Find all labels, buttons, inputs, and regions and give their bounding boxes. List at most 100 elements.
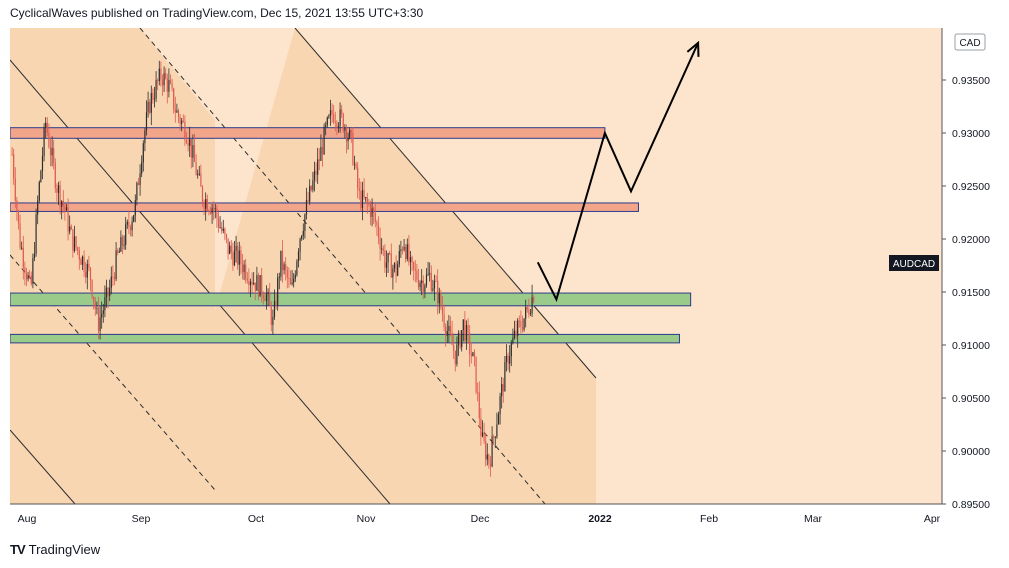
resistance-zone-0[interactable] (10, 127, 606, 139)
candle-body (358, 188, 360, 191)
candle-body (299, 238, 301, 252)
candle-body (510, 343, 512, 357)
candle-body (443, 314, 445, 327)
y-tick-label: 0.92500 (952, 181, 990, 193)
candle-body (264, 298, 266, 301)
y-tick-label: 0.93000 (952, 128, 990, 140)
candle-body (142, 143, 144, 163)
candle-body (56, 188, 58, 193)
candle-body (310, 186, 312, 190)
candle-body (168, 80, 170, 92)
candle-body (72, 229, 74, 251)
candle-body (261, 275, 263, 295)
candle-body (483, 432, 485, 442)
candle-body (241, 264, 244, 273)
x-tick-label: 2022 (588, 513, 612, 525)
candle-body (49, 146, 52, 156)
candle-body (350, 130, 352, 133)
candle-body (165, 73, 167, 79)
candle-body (206, 199, 208, 211)
projection-arrow-head[interactable] (686, 40, 700, 57)
resistance-zone-1[interactable] (10, 202, 639, 212)
candle-body (403, 246, 405, 250)
candle-body (107, 287, 109, 297)
candle-body (35, 214, 37, 254)
candle-body (57, 185, 60, 193)
candle-body (275, 300, 277, 306)
candle-body (377, 225, 380, 238)
candle-body (117, 250, 119, 253)
candle-body (198, 173, 200, 175)
candle-body (457, 333, 460, 345)
candle-body (321, 146, 324, 155)
candle-body (187, 142, 189, 146)
channel-line-bottom[interactable] (10, 429, 76, 504)
projection-arrow-path[interactable] (536, 42, 700, 303)
candle-body (414, 269, 416, 271)
candle-body (307, 199, 309, 202)
candle-body (504, 361, 506, 392)
candle-body (309, 186, 311, 202)
candle-body (283, 264, 285, 271)
candle-body (99, 317, 101, 331)
symbol-price-tag[interactable]: AUDCAD (889, 255, 939, 271)
candle-body (190, 139, 192, 158)
candle-body (341, 109, 343, 115)
support-zone-2[interactable] (10, 292, 692, 307)
candle-body (481, 432, 484, 437)
candle-body (150, 93, 152, 113)
candle-body (497, 414, 500, 425)
candle-body (502, 384, 504, 392)
candle-body (405, 246, 407, 260)
candle-body (416, 270, 418, 280)
candle-body (177, 110, 180, 118)
candle-body (345, 127, 348, 142)
candle-body (192, 145, 194, 158)
x-tick-label: Mar (804, 513, 823, 525)
candle-body (163, 73, 165, 86)
candle-body (485, 441, 487, 460)
candle-body (334, 122, 336, 123)
currency-label[interactable]: CAD (954, 33, 986, 51)
candle-body (253, 282, 255, 285)
candle-body (59, 185, 61, 207)
candle-body (213, 207, 215, 209)
candle-body (462, 319, 464, 331)
candle-body (157, 80, 159, 82)
candle-body (91, 280, 93, 297)
candle-body (145, 112, 148, 131)
candle-body (454, 350, 456, 365)
candle-body (369, 204, 372, 217)
tradingview-footer[interactable]: TV TradingView (10, 542, 100, 557)
candle-body (61, 201, 63, 207)
x-tick-label: Apr (924, 513, 941, 525)
candle-body (115, 250, 117, 280)
candle-body (533, 297, 535, 303)
candle-body (304, 214, 306, 231)
candle-body (296, 261, 298, 275)
candle-body (373, 208, 375, 214)
candle-body (19, 223, 21, 248)
candle-body (101, 313, 103, 318)
candle-body (291, 282, 293, 285)
candle-body (181, 120, 183, 124)
candle-body (512, 337, 514, 344)
support-zone-3[interactable] (10, 333, 680, 344)
candle-body (365, 197, 367, 198)
candle-body (222, 228, 224, 231)
candle-body (331, 110, 333, 115)
x-tick-label: Nov (357, 513, 376, 525)
candle-body (371, 208, 373, 217)
candle-body (174, 109, 176, 113)
candle-body (278, 276, 280, 278)
candle-body (182, 120, 184, 122)
candle-body (208, 210, 210, 212)
candle-body (141, 162, 143, 174)
candle-body (193, 145, 196, 162)
channel-midline-left[interactable] (10, 254, 216, 491)
candle-body (152, 93, 154, 100)
candle-body (456, 344, 458, 365)
candle-body (408, 244, 410, 263)
candle-body (422, 280, 424, 293)
